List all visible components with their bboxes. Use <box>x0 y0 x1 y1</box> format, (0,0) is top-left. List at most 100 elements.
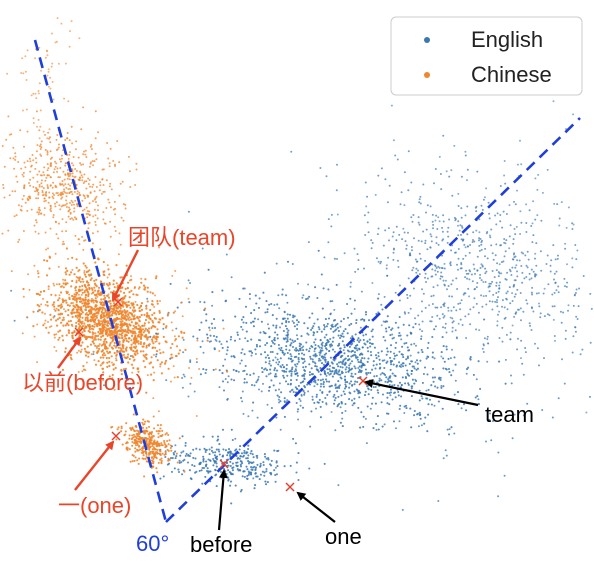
chinese-point <box>120 299 123 302</box>
english-point <box>373 346 376 349</box>
chinese-point <box>37 309 41 312</box>
english-point <box>401 353 404 356</box>
english-point <box>532 310 535 313</box>
chinese-point <box>130 343 133 346</box>
chinese-point <box>117 253 120 256</box>
english-point <box>358 347 361 350</box>
english-point <box>564 329 567 332</box>
english-point <box>312 325 315 328</box>
chinese-point <box>49 136 51 139</box>
chinese-point <box>144 278 147 281</box>
chinese-point <box>78 276 82 279</box>
chinese-point <box>37 272 40 275</box>
chinese-point <box>70 285 73 288</box>
english-point <box>462 257 465 260</box>
chinese-point <box>84 286 87 289</box>
english-point <box>350 312 353 315</box>
chinese-point <box>120 373 123 376</box>
chinese-point <box>171 274 174 277</box>
chinese-point <box>58 294 61 297</box>
chinese-point <box>74 234 77 237</box>
english-point <box>286 374 289 377</box>
english-point <box>313 385 316 388</box>
english-point <box>255 345 259 348</box>
english-point <box>375 374 378 378</box>
english-point <box>274 389 277 392</box>
english-point <box>536 188 539 191</box>
chinese-point <box>83 271 86 274</box>
chinese-point <box>117 346 120 349</box>
english-point <box>513 283 516 286</box>
chinese-point <box>158 309 161 313</box>
english-point <box>288 349 291 352</box>
chinese-point <box>12 157 15 160</box>
english-point <box>262 463 265 467</box>
chinese-point <box>75 140 78 143</box>
chinese-point <box>145 453 148 456</box>
english-point <box>449 264 452 267</box>
english-point <box>265 457 268 460</box>
english-point <box>480 263 483 266</box>
chinese-point <box>103 190 106 193</box>
chinese-point <box>154 277 158 280</box>
english-point <box>421 320 424 323</box>
english-point <box>299 400 302 402</box>
english-point <box>281 288 284 291</box>
english-point <box>339 406 342 409</box>
english-point <box>325 374 328 377</box>
english-point <box>450 283 453 286</box>
english-point <box>400 384 403 387</box>
chinese-point <box>69 319 72 323</box>
english-point <box>348 382 351 385</box>
english-point <box>377 428 380 431</box>
chinese-point <box>58 297 61 300</box>
english-point <box>572 113 575 116</box>
chinese-point <box>113 344 116 347</box>
english-point <box>488 282 491 285</box>
english-point <box>374 193 377 196</box>
english-point <box>182 351 185 354</box>
chinese-point <box>58 204 61 207</box>
chinese-point <box>128 357 131 361</box>
english-point <box>377 297 380 300</box>
chinese-point <box>68 206 70 209</box>
chinese-point <box>124 311 127 315</box>
english-point <box>421 330 424 333</box>
english-point <box>276 358 279 361</box>
chinese-point <box>180 330 183 333</box>
chinese-point <box>79 280 82 283</box>
chinese-point <box>81 298 84 301</box>
english-point <box>427 341 430 344</box>
english-point <box>578 287 581 290</box>
chinese-point <box>92 164 94 167</box>
english-point <box>180 461 183 464</box>
chinese-point <box>70 20 73 23</box>
chinese-point <box>97 204 99 207</box>
chinese-point <box>68 293 71 296</box>
english-point <box>291 263 294 265</box>
chinese-point <box>18 238 21 241</box>
marker-one-zh <box>111 431 121 441</box>
chinese-point <box>84 149 87 152</box>
chinese-point <box>53 336 56 339</box>
english-point <box>508 286 511 289</box>
english-point <box>266 308 269 311</box>
english-point <box>224 449 227 452</box>
english-point <box>406 293 409 296</box>
english-point <box>425 211 427 214</box>
english-point <box>319 385 322 388</box>
english-point <box>377 227 380 230</box>
english-point <box>224 358 227 361</box>
english-point <box>250 312 253 315</box>
english-point <box>434 306 437 309</box>
english-point <box>274 480 277 483</box>
chinese-point <box>136 382 140 385</box>
english-point <box>513 200 515 203</box>
english-point <box>299 381 302 384</box>
chinese-point <box>46 304 49 307</box>
english-point <box>442 220 445 223</box>
chinese-point <box>44 231 47 234</box>
chinese-point <box>134 184 137 186</box>
english-point <box>314 343 317 347</box>
